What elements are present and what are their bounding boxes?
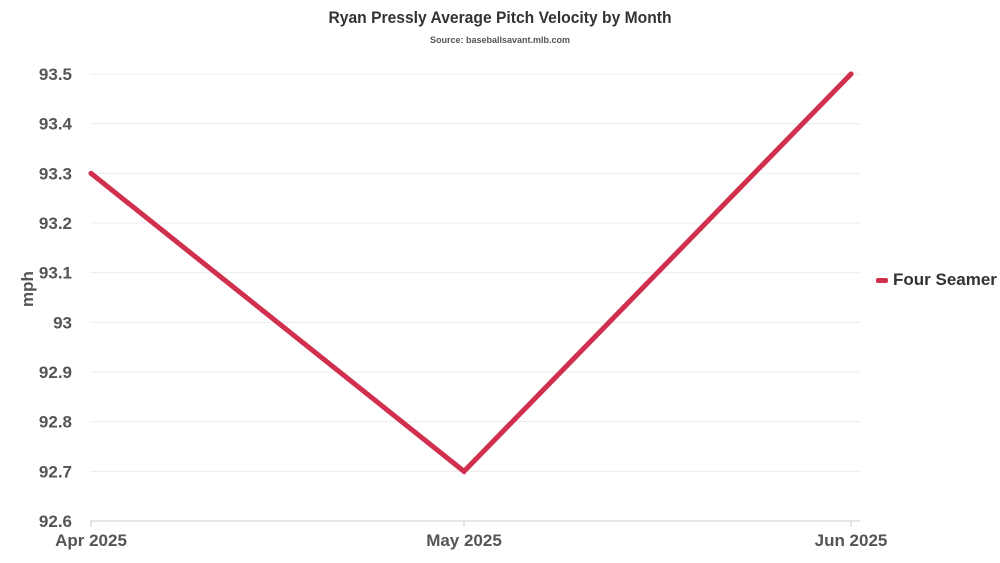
legend[interactable]: Four Seamer xyxy=(876,270,997,290)
chart-subtitle: Source: baseballsavant.mlb.com xyxy=(429,35,571,45)
legend-label-four-seamer: Four Seamer xyxy=(893,270,997,289)
x-tick-label: Apr 2025 xyxy=(55,531,127,550)
x-axis: Apr 2025 May 2025 Jun 2025 xyxy=(55,521,887,550)
y-tick-label: 92.7 xyxy=(39,462,72,481)
y-tick-label: 93.2 xyxy=(39,214,72,233)
y-tick-label: 93.1 xyxy=(39,264,72,283)
legend-swatch xyxy=(876,277,888,283)
data-point[interactable] xyxy=(88,170,94,176)
x-tick-label: Jun 2025 xyxy=(815,531,888,550)
y-tick-label: 92.9 xyxy=(39,363,72,382)
data-point[interactable] xyxy=(461,468,467,474)
y-axis-title: mph xyxy=(18,271,37,307)
chart-title: Ryan Pressly Average Pitch Velocity by M… xyxy=(328,8,672,27)
y-tick-label: 93.4 xyxy=(39,115,73,134)
y-tick-label: 93.5 xyxy=(39,65,72,84)
y-tick-label: 92.8 xyxy=(39,413,72,432)
x-tick-label: May 2025 xyxy=(426,531,502,550)
gridlines xyxy=(90,73,860,522)
y-tick-label: 93 xyxy=(53,313,72,332)
series-group xyxy=(88,71,854,475)
data-point[interactable] xyxy=(848,71,854,77)
y-tick-label: 92.6 xyxy=(39,512,72,531)
y-tick-label: 93.3 xyxy=(39,164,72,183)
y-axis: 92.6 92.7 92.8 92.9 93 93.1 93.2 93.3 93.4 93.5 xyxy=(39,65,73,531)
